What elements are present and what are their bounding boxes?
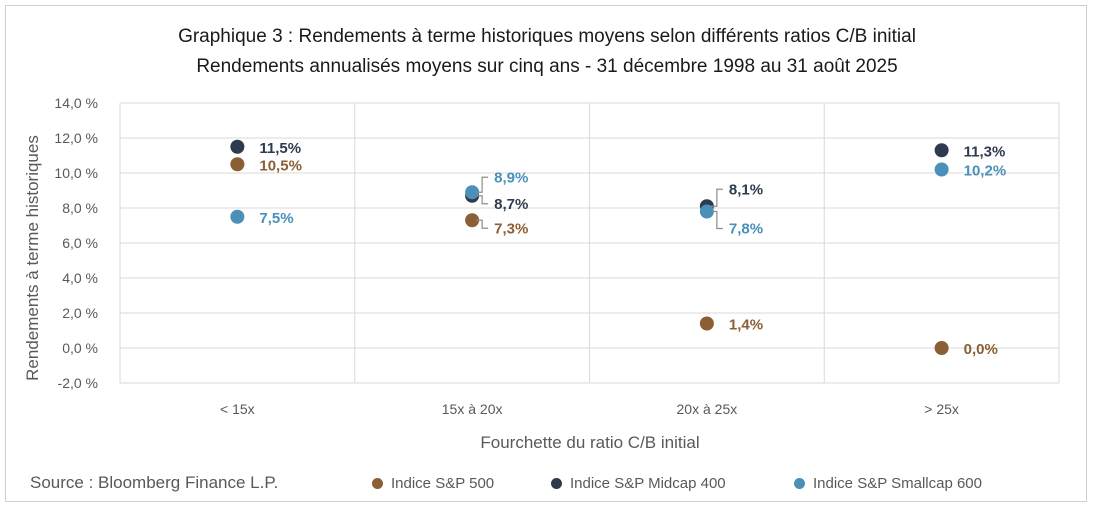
legend-label-midcap: Indice S&P Midcap 400 [570,475,726,492]
y-axis-title: Rendements à terme historiques [23,135,42,381]
data-point-smallcap [230,209,245,224]
legend-item-midcap: Indice S&P Midcap 400 [551,475,726,492]
data-label-smallcap: 7,8% [729,221,763,238]
legend-label-sp500: Indice S&P 500 [391,475,495,492]
leader-line-midcap [476,195,489,205]
y-tick-label: 8,0 % [62,200,98,216]
data-label-sp500: 1,4% [729,317,763,334]
data-point-midcap [230,139,245,154]
leader-line-smallcap [710,210,723,230]
source-note: Source : Bloomberg Finance L.P. [30,473,279,492]
data-labels: 10,5% 7,3% 1,4% 0,0% 11,5% 8,7% 8,1% 11,3% 7,5% 8… [259,140,1006,358]
legend-marker-sp500 [372,478,383,489]
y-tick-labels: -2,0 % 0,0 % 2,0 % 4,0 % 6,0 % 8,0 % 10,0 % 12,… [54,95,98,391]
data-label-midcap: 8,7% [494,196,528,213]
data-point-sp500 [465,213,480,228]
data-label-midcap: 8,1% [729,181,763,198]
legend-label-smallcap: Indice S&P Smallcap 600 [813,475,982,492]
x-tick-label: 15x à 20x [442,401,503,417]
y-tick-label: 6,0 % [62,235,98,251]
data-point-midcap [934,143,949,158]
data-label-smallcap: 10,2% [964,163,1007,180]
data-label-sp500: 7,3% [494,220,528,237]
chart-subtitle: Rendements annualisés moyens sur cinq an… [196,56,898,77]
y-tick-label: 14,0 % [54,95,98,111]
data-points [230,139,949,355]
leader-line-smallcap [476,176,489,193]
y-tick-label: 2,0 % [62,305,98,321]
data-point-sp500 [230,157,245,172]
legend-item-sp500: Indice S&P 500 [372,475,494,492]
grid-lines [119,102,1060,384]
x-tick-label: > 25x [924,401,959,417]
data-point-smallcap [699,204,714,219]
data-label-smallcap: 7,5% [259,210,293,227]
legend-item-smallcap: Indice S&P Smallcap 600 [794,475,982,492]
data-point-smallcap [934,162,949,177]
data-point-sp500 [934,341,949,355]
legend-marker-midcap [551,478,562,489]
y-tick-label: 10,0 % [54,165,98,181]
x-axis-title: Fourchette du ratio C/B initial [480,433,699,452]
x-tick-labels: < 15x 15x à 20x 20x à 25x > 25x [220,401,959,417]
y-tick-label: 0,0 % [62,340,98,356]
data-point-sp500 [699,316,714,331]
leader-line-midcap [710,188,723,207]
data-point-smallcap [465,185,480,200]
data-label-smallcap: 8,9% [494,169,528,186]
y-tick-label: -2,0 % [58,375,98,391]
chart-title: Graphique 3 : Rendements à terme histori… [178,26,916,47]
data-label-midcap: 11,3% [964,143,1006,160]
data-label-midcap: 11,5% [259,140,301,157]
data-label-sp500: 0,0% [964,341,998,358]
legend-marker-smallcap [794,478,805,489]
chart-frame [5,5,1087,502]
x-tick-label: < 15x [220,401,255,417]
y-tick-label: 4,0 % [62,270,98,286]
y-tick-label: 12,0 % [54,130,98,146]
x-tick-label: 20x à 25x [677,401,738,417]
leader-line-sp500 [476,219,489,229]
data-label-sp500: 10,5% [259,157,302,174]
